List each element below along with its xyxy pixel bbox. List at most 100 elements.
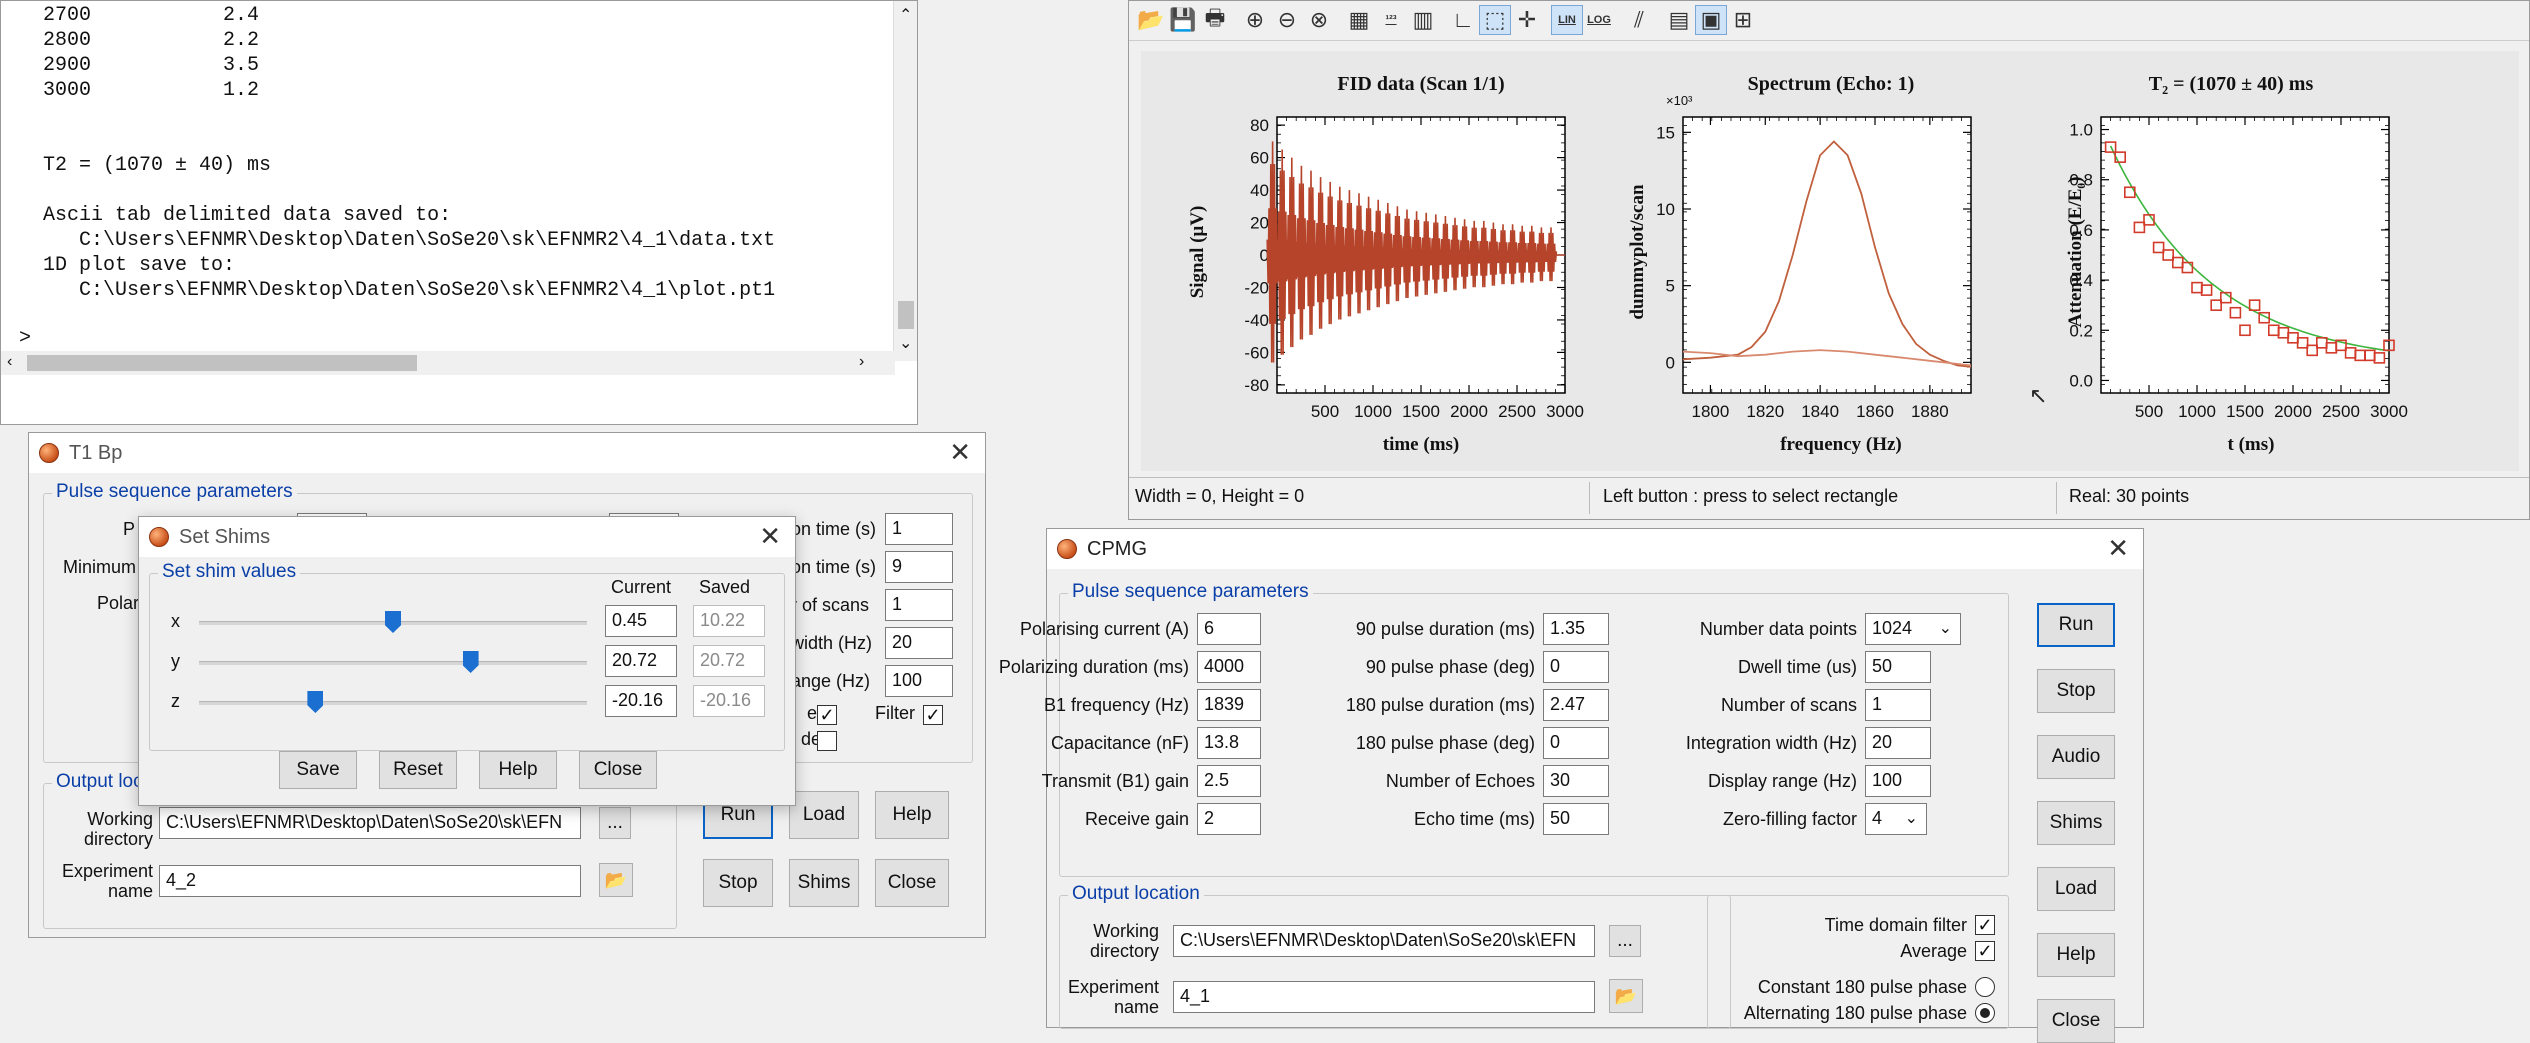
cpmg-field-input[interactable]: 50 [1865, 651, 1931, 683]
lin-icon[interactable]: LIN [1551, 5, 1583, 35]
cpmg-working-dir-input[interactable]: C:\Users\EFNMR\Desktop\Daten\SoSe20\sk\E… [1173, 925, 1595, 957]
t1-right-input[interactable]: 20 [885, 627, 953, 659]
close-icon[interactable]: ✕ [2107, 533, 2129, 563]
scroll-thumb[interactable] [898, 301, 914, 329]
zoom-out-icon[interactable]: ⊖ [1277, 7, 1297, 32]
cpmg-browse-button[interactable]: ... [1609, 925, 1641, 957]
cpmg-run-button[interactable]: Run [2037, 603, 2115, 647]
cpmg-field-select[interactable]: 4 ⌄ [1865, 803, 1927, 835]
t1-filter-checkbox[interactable]: ✓ [923, 705, 943, 725]
t1-right-input[interactable]: 1 [885, 513, 953, 545]
cpmg-exp-name-input[interactable]: 4_1 [1173, 981, 1595, 1013]
shim-slider-track[interactable] [199, 661, 587, 665]
fit-icon[interactable]: ⫽ [1634, 7, 1644, 32]
shims-close-button[interactable]: Close [579, 751, 657, 789]
console-prompt: > [19, 327, 32, 350]
scroll-left-icon[interactable]: ‹ [7, 353, 13, 370]
scroll-up-icon[interactable]: ⌃ [899, 7, 913, 24]
t1-open-folder-button[interactable]: 📂 [599, 863, 633, 897]
t1-titlebar[interactable]: T1 Bp ✕ [29, 433, 985, 473]
shims-help-button[interactable]: Help [479, 751, 557, 789]
markers-icon[interactable]: ▦ [1348, 7, 1370, 32]
cpmg-alternating-phase-radio[interactable] [1975, 1003, 1995, 1023]
cpmg-field-input[interactable]: 100 [1865, 765, 1931, 797]
cpmg-field-select[interactable]: 1024 ⌄ [1865, 613, 1961, 645]
t1-shims-button[interactable]: Shims [789, 859, 859, 907]
table-icon[interactable]: ▤ [1668, 7, 1690, 32]
cpmg-field-input[interactable]: 2 [1197, 803, 1261, 835]
t1-right-input[interactable]: 9 [885, 551, 953, 583]
t1-stop-button[interactable]: Stop [703, 859, 773, 907]
plot2-xlabel: frequency (Hz) [1780, 434, 1902, 455]
cpmg-field-input[interactable]: 1839 [1197, 689, 1261, 721]
shim-slider-thumb[interactable] [307, 691, 324, 713]
cpmg-field-input[interactable]: 50 [1543, 803, 1609, 835]
zoom-reset-icon[interactable]: ⊗ [1309, 7, 1329, 32]
t1-close-button[interactable]: Close [875, 859, 949, 907]
t1-browse-button[interactable]: ... [599, 807, 631, 839]
t1-e-checkbox[interactable]: ✓ [817, 705, 837, 725]
select-rect-icon[interactable]: ⬚ [1479, 5, 1511, 35]
print-icon[interactable]: 🖶 [1204, 5, 1226, 30]
shim-slider-track[interactable] [199, 701, 587, 705]
cpmg-field-value: 1.35 [1550, 618, 1586, 638]
shims-reset-button[interactable]: Reset [379, 751, 457, 789]
shim-current-input[interactable]: 20.72 [605, 645, 677, 677]
cpmg-field-input[interactable]: 0 [1543, 651, 1609, 683]
cpmg-stop-button[interactable]: Stop [2037, 669, 2115, 713]
cpmg-open-folder-button[interactable]: 📂 [1609, 979, 1643, 1013]
t1-exp-name-input[interactable]: 4_2 [159, 865, 581, 897]
shims-titlebar[interactable]: Set Shims ✕ [139, 517, 795, 557]
shim-slider-thumb[interactable] [462, 651, 479, 673]
save-icon[interactable]: 💾 [1169, 7, 1197, 32]
scroll-right-icon[interactable]: › [859, 353, 865, 370]
vertical-scrollbar[interactable]: ⌃ ⌄ [893, 1, 917, 361]
horizontal-scrollbar[interactable]: ‹ › [1, 351, 895, 375]
close-icon[interactable]: ✕ [949, 437, 971, 467]
plot3-data-point [2133, 221, 2146, 234]
t1-de-checkbox[interactable] [817, 731, 837, 751]
charts-svg[interactable]: 500 1000 1500 2000 2500 3000 -80 -60 -40 -20 0 20 40… [1141, 51, 2519, 471]
t1-right-input[interactable]: 1 [885, 589, 953, 621]
cpmg-close-button[interactable]: Close [2037, 999, 2115, 1043]
shims-save-button[interactable]: Save [279, 751, 357, 789]
t1-load-button[interactable]: Load [789, 791, 859, 839]
crosshair-icon[interactable]: ✛ [1517, 7, 1537, 32]
shim-slider-thumb[interactable] [385, 611, 401, 633]
cpmg-constant-phase-radio[interactable] [1975, 977, 1995, 997]
cpmg-field-input[interactable]: 1 [1865, 689, 1931, 721]
cpmg-field-input[interactable]: 4000 [1197, 651, 1261, 683]
cpmg-field-input[interactable]: 13.8 [1197, 727, 1261, 759]
t1-working-dir-input[interactable]: C:\Users\EFNMR\Desktop\Daten\SoSe20\sk\E… [159, 807, 581, 839]
shim-current-input[interactable]: -20.16 [605, 685, 677, 717]
cpmg-average-checkbox[interactable]: ✓ [1975, 941, 1995, 961]
axes-icon[interactable]: ∟ [1452, 7, 1474, 32]
cpmg-field-input[interactable]: 30 [1543, 765, 1609, 797]
t1-right-input[interactable]: 100 [885, 665, 953, 697]
numbers-icon[interactable]: ¹²³ [1385, 14, 1397, 26]
scroll-down-icon[interactable]: ⌄ [899, 335, 913, 352]
cpmg-field-input[interactable]: 1.35 [1543, 613, 1609, 645]
plot-canvas[interactable]: FID data (Scan 1/1) time (ms) Signal (μV… [1141, 51, 2519, 471]
shim-current-input[interactable]: 0.45 [605, 605, 677, 637]
hscroll-thumb[interactable] [27, 355, 417, 371]
cpmg-time-filter-checkbox[interactable]: ✓ [1975, 915, 1995, 935]
cpmg-shims-button[interactable]: Shims [2037, 801, 2115, 845]
cpmg-field-input[interactable]: 0 [1543, 727, 1609, 759]
cpmg-titlebar[interactable]: CPMG ✕ [1047, 529, 2143, 569]
cpmg-audio-button[interactable]: Audio [2037, 735, 2115, 779]
cpmg-field-input[interactable]: 6 [1197, 613, 1261, 645]
close-icon[interactable]: ✕ [759, 521, 781, 551]
cpmg-field-input[interactable]: 2.5 [1197, 765, 1261, 797]
colors-icon[interactable]: ▥ [1412, 7, 1434, 32]
cpmg-field-input[interactable]: 2.47 [1543, 689, 1609, 721]
t1-help-button[interactable]: Help [875, 791, 949, 839]
zoom-in-icon[interactable]: ⊕ [1245, 7, 1265, 32]
cpmg-load-button[interactable]: Load [2037, 867, 2115, 911]
log-icon[interactable]: LOG [1587, 14, 1611, 26]
cpmg-field-input[interactable]: 20 [1865, 727, 1931, 759]
grid-icon[interactable]: ⊞ [1733, 7, 1753, 32]
open-icon[interactable]: 📂 [1137, 7, 1165, 32]
cpmg-help-button[interactable]: Help [2037, 933, 2115, 977]
layout-icon[interactable]: ▣ [1695, 5, 1727, 35]
